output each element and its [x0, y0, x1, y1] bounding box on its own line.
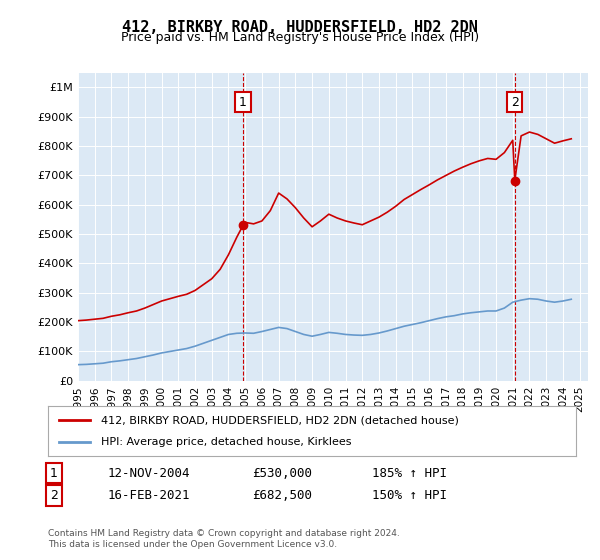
Text: Contains HM Land Registry data © Crown copyright and database right 2024.
This d: Contains HM Land Registry data © Crown c… — [48, 529, 400, 549]
Text: Price paid vs. HM Land Registry's House Price Index (HPI): Price paid vs. HM Land Registry's House … — [121, 31, 479, 44]
Text: 1: 1 — [239, 96, 247, 109]
Text: 150% ↑ HPI: 150% ↑ HPI — [372, 489, 447, 502]
Text: 16-FEB-2021: 16-FEB-2021 — [108, 489, 191, 502]
Text: 2: 2 — [511, 96, 518, 109]
Text: 12-NOV-2004: 12-NOV-2004 — [108, 466, 191, 480]
Text: 185% ↑ HPI: 185% ↑ HPI — [372, 466, 447, 480]
Text: 1: 1 — [50, 466, 58, 480]
Text: 412, BIRKBY ROAD, HUDDERSFIELD, HD2 2DN (detached house): 412, BIRKBY ROAD, HUDDERSFIELD, HD2 2DN … — [101, 415, 458, 425]
Text: 2: 2 — [50, 489, 58, 502]
Text: 412, BIRKBY ROAD, HUDDERSFIELD, HD2 2DN: 412, BIRKBY ROAD, HUDDERSFIELD, HD2 2DN — [122, 20, 478, 35]
Text: £682,500: £682,500 — [252, 489, 312, 502]
Text: HPI: Average price, detached house, Kirklees: HPI: Average price, detached house, Kirk… — [101, 437, 352, 447]
Text: £530,000: £530,000 — [252, 466, 312, 480]
